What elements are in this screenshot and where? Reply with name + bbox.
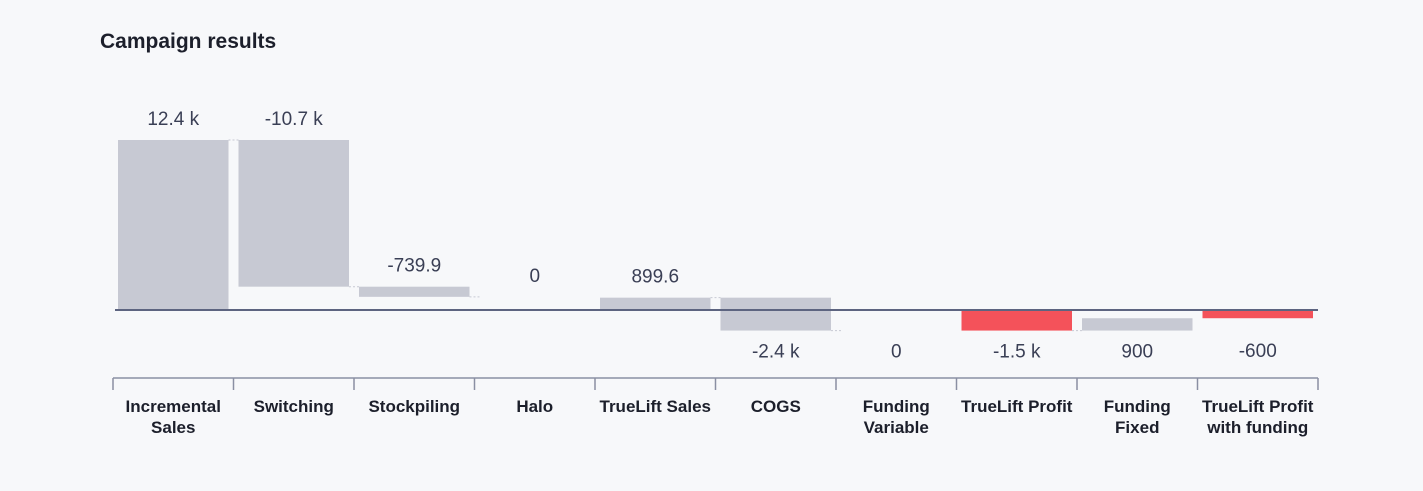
x-tick-label: TrueLift Sales xyxy=(599,397,711,416)
value-label: 0 xyxy=(529,266,540,287)
chart-title: Campaign results xyxy=(100,30,277,53)
bar xyxy=(1202,310,1313,319)
bar xyxy=(961,310,1072,331)
bar xyxy=(1082,318,1193,331)
x-tick-label: COGS xyxy=(750,397,801,416)
value-label: 0 xyxy=(891,342,902,363)
value-label: -739.9 xyxy=(387,256,441,277)
x-tick-label: Switching xyxy=(253,397,334,416)
value-label: -1.5 k xyxy=(993,342,1041,363)
value-label: 899.6 xyxy=(631,267,679,288)
value-label: 12.4 k xyxy=(147,109,199,130)
x-tick-label: TrueLift Profit with funding xyxy=(1202,397,1314,437)
value-label: 900 xyxy=(1121,342,1153,363)
bar xyxy=(359,286,470,297)
x-tick-label: Stockpiling xyxy=(368,397,461,416)
bar xyxy=(238,140,349,287)
bar xyxy=(600,297,711,310)
value-label: -10.7 k xyxy=(265,109,324,130)
x-tick-label: Halo xyxy=(516,397,554,416)
value-label: -2.4 k xyxy=(752,342,800,363)
x-tick-label: Funding Fixed xyxy=(1103,397,1171,437)
bar xyxy=(720,297,831,331)
x-tick-label: Incremental Sales xyxy=(125,397,221,437)
x-tick-label: TrueLift Profit xyxy=(961,397,1073,416)
value-label: -600 xyxy=(1239,341,1277,362)
bar xyxy=(118,140,229,310)
x-tick-label: Funding Variable xyxy=(862,397,930,437)
